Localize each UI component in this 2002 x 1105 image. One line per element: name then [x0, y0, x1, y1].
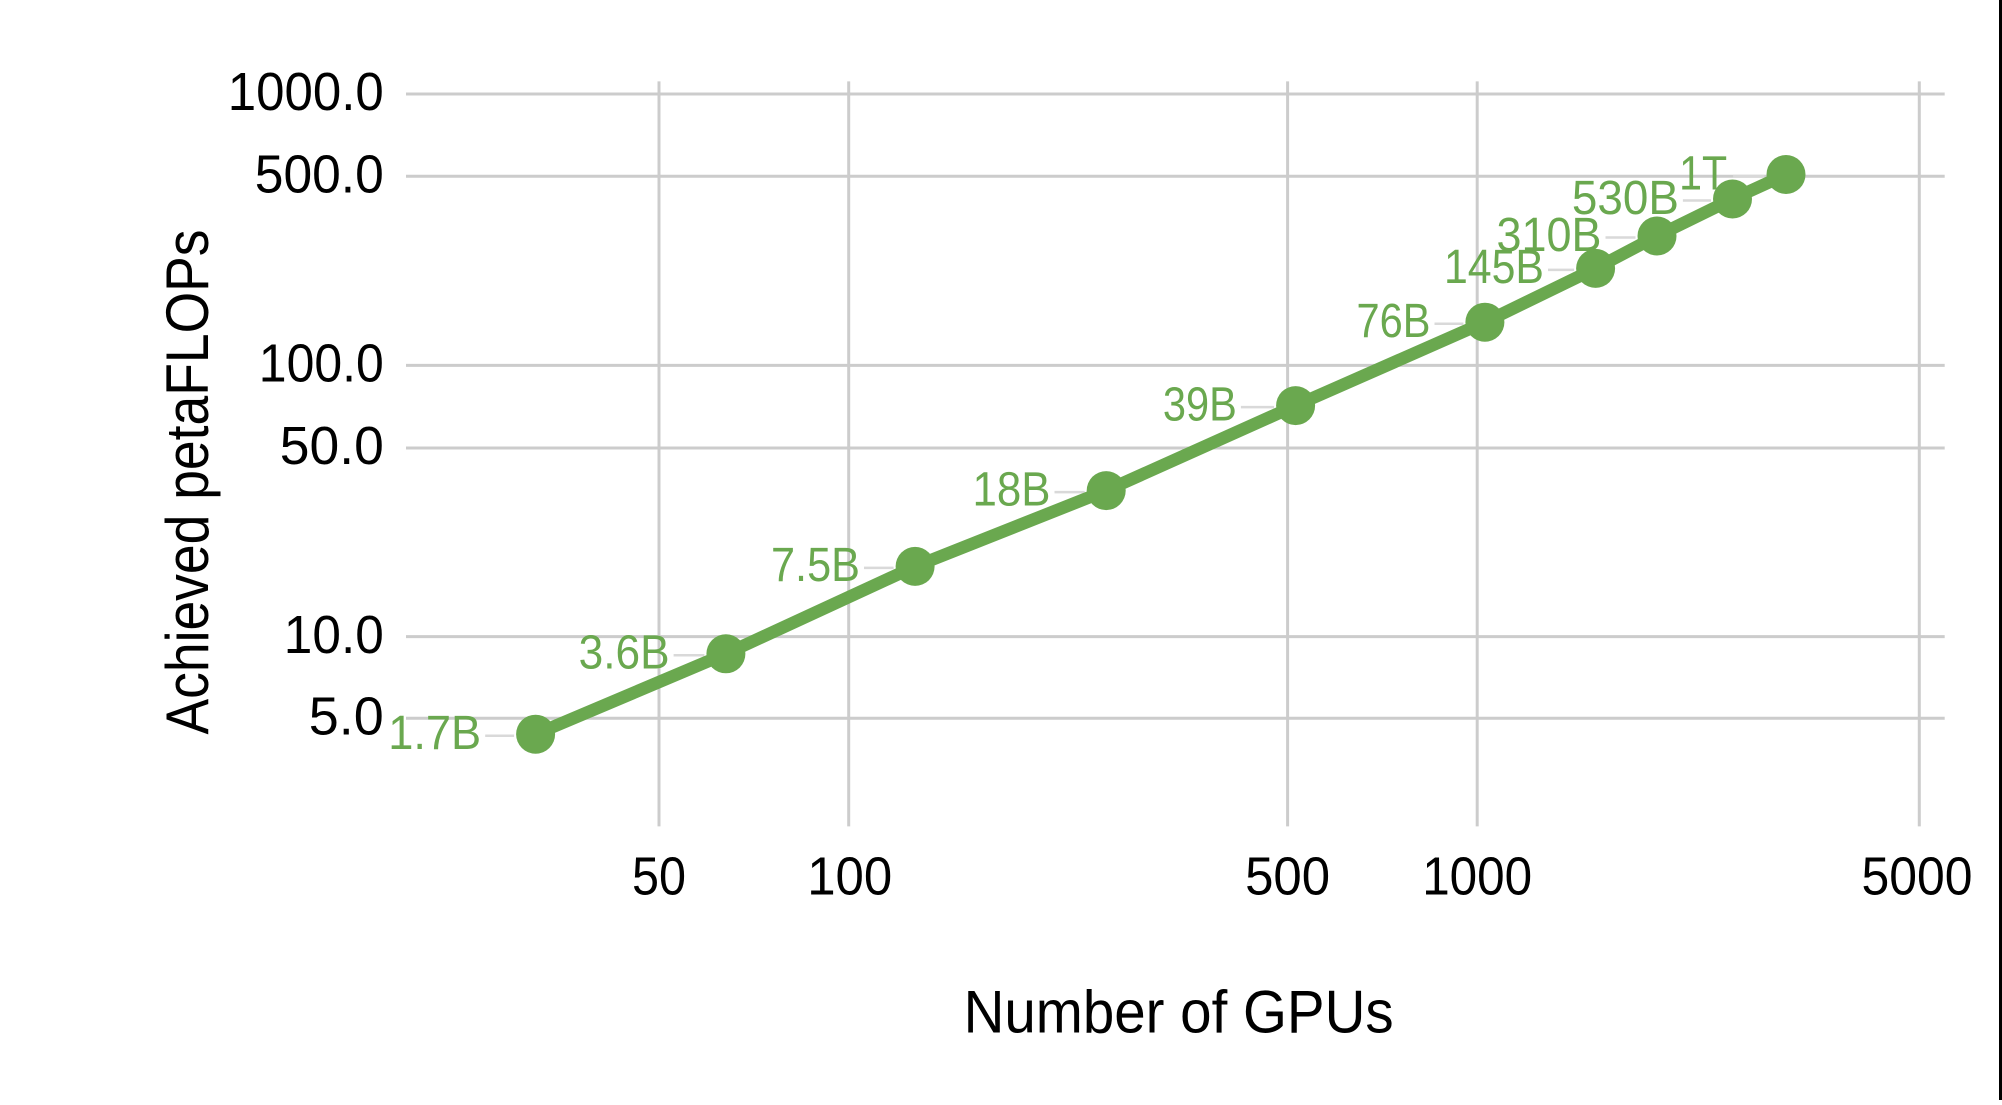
svg-text:1T: 1T: [1679, 147, 1727, 200]
svg-text:5.0: 5.0: [309, 686, 384, 746]
svg-text:530B: 530B: [1572, 172, 1679, 225]
svg-text:310B: 310B: [1497, 209, 1602, 262]
svg-text:1000.0: 1000.0: [228, 62, 384, 122]
svg-text:500.0: 500.0: [255, 144, 384, 204]
svg-text:50.0: 50.0: [280, 416, 384, 476]
svg-text:3.6B: 3.6B: [579, 627, 670, 680]
svg-text:Number of GPUs: Number of GPUs: [964, 979, 1394, 1046]
svg-text:7.5B: 7.5B: [771, 539, 860, 592]
svg-text:76B: 76B: [1357, 295, 1431, 348]
svg-text:18B: 18B: [973, 463, 1051, 516]
svg-text:Achieved petaFLOPs: Achieved petaFLOPs: [154, 230, 221, 735]
svg-text:39B: 39B: [1163, 378, 1237, 431]
svg-text:50: 50: [632, 846, 686, 906]
svg-text:145B: 145B: [1444, 241, 1544, 294]
svg-text:1000: 1000: [1422, 846, 1532, 906]
svg-text:500: 500: [1245, 846, 1330, 906]
svg-text:10.0: 10.0: [284, 605, 384, 665]
svg-text:100: 100: [807, 846, 892, 906]
svg-text:5000: 5000: [1862, 846, 1973, 906]
svg-text:100.0: 100.0: [259, 334, 384, 394]
svg-text:1.7B: 1.7B: [388, 707, 481, 760]
